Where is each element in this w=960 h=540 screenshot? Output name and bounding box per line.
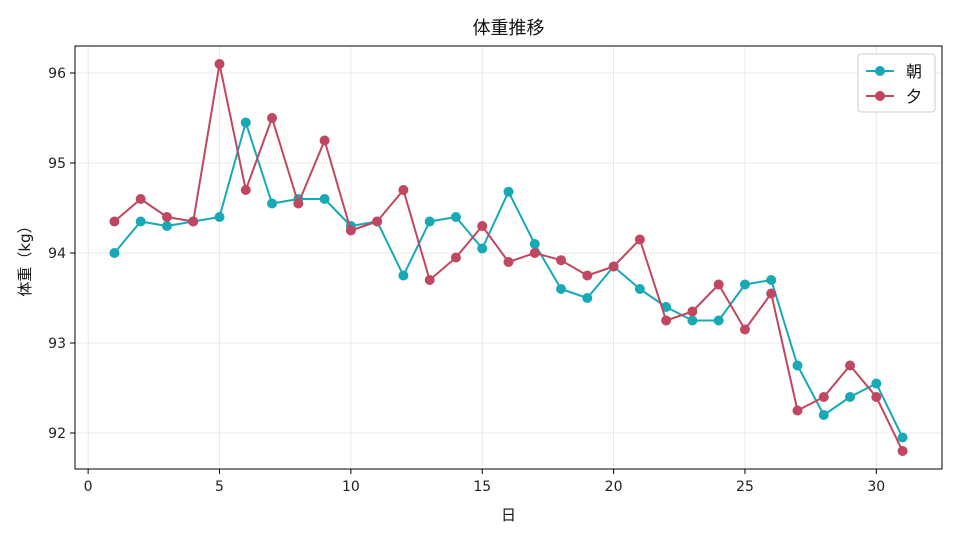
x-tick-label: 30: [867, 479, 885, 495]
data-point-evening: [109, 216, 120, 227]
x-tick-label: 5: [215, 479, 224, 495]
data-point-evening: [477, 221, 488, 231]
data-point-morning: [739, 279, 750, 290]
y-axis-title: 体重（kg）: [16, 218, 34, 296]
data-point-evening: [792, 405, 803, 416]
legend-label-evening: 夕: [906, 87, 922, 106]
legend-marker-morning: [875, 66, 885, 76]
data-point-morning: [766, 275, 777, 285]
x-axis-title: 日: [501, 506, 516, 524]
series-layer: [109, 59, 908, 456]
data-point-morning: [109, 248, 120, 258]
data-point-morning: [214, 212, 225, 222]
data-point-evening: [214, 59, 225, 69]
data-point-evening: [556, 255, 567, 266]
data-point-evening: [845, 360, 856, 371]
ticks: 0 5 10 15 20 25 30 92 93 94 95 96: [48, 66, 885, 495]
legend-marker-evening: [875, 91, 885, 101]
data-point-evening: [529, 248, 540, 258]
data-point-morning: [792, 360, 803, 371]
legend: 朝 夕: [857, 53, 936, 113]
x-tick-label: 25: [736, 479, 754, 495]
data-point-evening: [267, 113, 278, 123]
data-point-morning: [845, 392, 856, 402]
y-tick-label: 92: [48, 426, 66, 442]
data-point-morning: [634, 284, 645, 294]
data-point-morning: [582, 293, 593, 303]
data-point-morning: [661, 302, 672, 312]
data-point-morning: [319, 194, 330, 204]
data-point-evening: [739, 324, 750, 335]
data-point-evening: [372, 216, 383, 227]
chart-title: 体重推移: [473, 18, 545, 39]
plot-frame: [74, 45, 943, 470]
data-point-evening: [398, 185, 409, 195]
data-point-morning: [529, 239, 540, 249]
y-tick-label: 95: [48, 156, 66, 172]
x-tick-label: 15: [473, 479, 491, 495]
data-point-evening: [503, 257, 514, 267]
x-tick-label: 10: [342, 479, 360, 495]
data-point-morning: [267, 198, 278, 209]
y-tick-label: 93: [48, 336, 66, 352]
series-line-morning: [113, 121, 904, 438]
data-point-evening: [319, 135, 330, 146]
data-point-evening: [240, 185, 251, 195]
legend-label-morning: 朝: [906, 62, 922, 81]
data-point-morning: [450, 212, 461, 222]
data-point-morning: [135, 216, 146, 227]
data-point-evening: [188, 216, 199, 227]
data-point-evening: [661, 315, 672, 326]
data-point-evening: [871, 392, 882, 402]
data-point-evening: [766, 288, 777, 299]
data-point-morning: [503, 186, 514, 197]
data-point-evening: [582, 270, 593, 281]
data-point-evening: [293, 198, 304, 209]
data-point-evening: [818, 392, 829, 402]
data-point-evening: [897, 446, 908, 456]
data-point-morning: [477, 243, 488, 254]
data-point-morning: [897, 432, 908, 443]
x-tick-label: 0: [84, 479, 93, 495]
data-point-evening: [135, 194, 146, 204]
x-tick-label: 20: [605, 479, 623, 495]
legend-box: [857, 53, 936, 113]
y-tick-label: 96: [48, 66, 66, 82]
grid: [75, 46, 942, 469]
data-point-evening: [424, 275, 435, 285]
data-point-evening: [450, 252, 461, 263]
data-point-evening: [687, 306, 698, 317]
data-point-morning: [687, 315, 698, 326]
data-point-morning: [871, 378, 882, 389]
data-point-evening: [608, 261, 619, 272]
data-point-morning: [424, 216, 435, 227]
data-point-morning: [161, 221, 172, 231]
data-point-evening: [634, 234, 645, 245]
data-point-morning: [713, 315, 724, 326]
data-point-evening: [713, 279, 724, 290]
data-point-morning: [818, 410, 829, 420]
data-point-evening: [345, 225, 356, 236]
data-point-morning: [556, 284, 567, 294]
data-point-morning: [240, 117, 251, 128]
data-point-evening: [161, 212, 172, 222]
data-point-morning: [398, 270, 409, 281]
y-tick-label: 94: [48, 246, 66, 262]
